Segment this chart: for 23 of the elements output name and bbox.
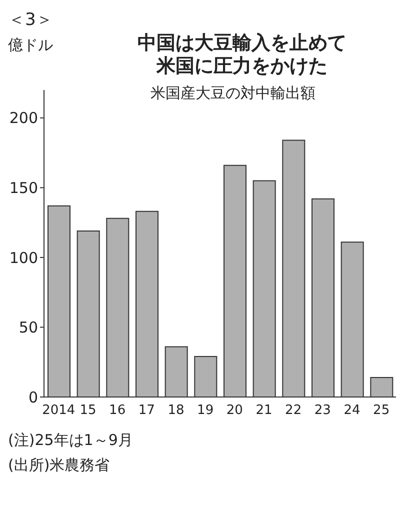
x-tick-label: 20 (226, 403, 243, 418)
x-tick-label: 24 (344, 403, 360, 418)
x-tick-label: 17 (138, 403, 155, 418)
y-axis-title: 億ドル (8, 36, 53, 55)
x-tick-label: 23 (314, 403, 331, 418)
chart-subtitle: 米国産大豆の対中輸出額 (150, 84, 316, 103)
y-tick-label: 200 (9, 109, 38, 128)
x-tick-label: 16 (109, 403, 126, 418)
text: ＜3＞ (8, 9, 54, 32)
x-tick-label: 15 (80, 403, 96, 418)
x-tick-label: 18 (168, 403, 184, 418)
y-tick-label: 0 (28, 388, 38, 406)
y-tick-label: 50 (18, 318, 38, 337)
chart-title: 中国は大豆輸入を止めて米国に圧力をかけた (136, 32, 348, 78)
x-tick-label: 19 (197, 403, 214, 418)
y-tick-label: 100 (9, 248, 38, 267)
x-tick-label: 22 (285, 403, 302, 418)
x-tick-label: 21 (256, 403, 272, 418)
y-tick-label: 150 (9, 179, 38, 198)
text: (注)25年は1～9月 (8, 431, 134, 450)
x-tick-label: 25 (373, 403, 390, 418)
x-tick-label: 2014 (42, 403, 76, 418)
text: (出所)米農務省 (8, 456, 111, 475)
